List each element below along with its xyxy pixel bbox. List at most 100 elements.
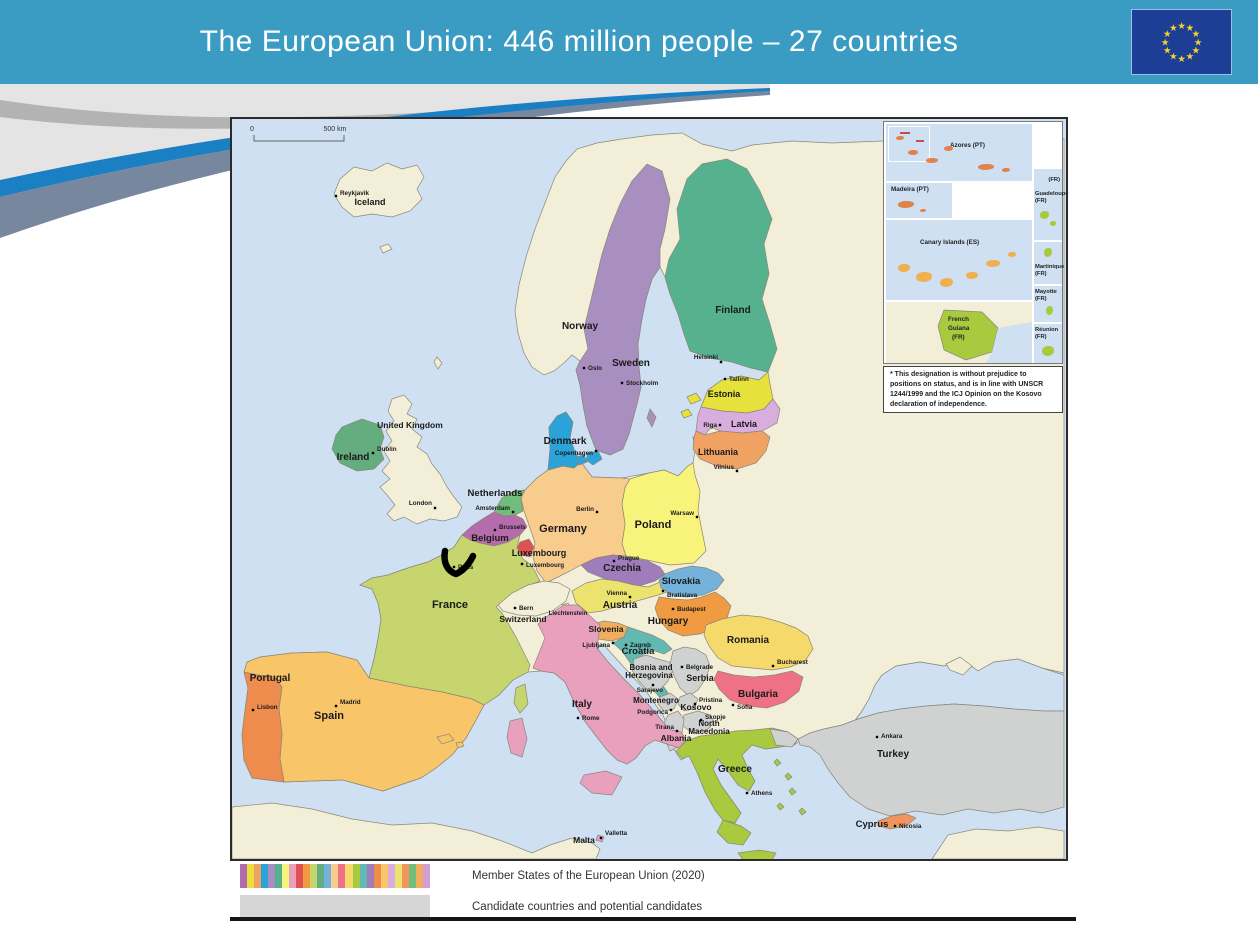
country-italy: [532, 604, 687, 765]
city-dot-bratislava: [661, 589, 665, 593]
legend-stripe: [345, 864, 353, 888]
country-serbia: [669, 646, 711, 697]
label-luxembourg: Luxembourg: [512, 548, 567, 558]
island: [978, 164, 994, 170]
scale-bar: 0 500 km: [250, 126, 347, 142]
city-label-tirana: Tirana: [655, 724, 674, 731]
city-dot-dublin: [371, 451, 375, 455]
legend-stripe: [310, 864, 318, 888]
inset-canary-panel: Canary Islands (ES): [886, 220, 1032, 300]
middle-east: [931, 826, 1065, 859]
country-portugal: [241, 671, 285, 783]
legend-stripe: [303, 864, 311, 888]
flag-star: ★: [1194, 37, 1202, 47]
label-slovakia: Slovakia: [662, 576, 701, 587]
title-bar: The European Union: 446 million people –…: [0, 0, 1258, 84]
city-label-london: London: [409, 500, 432, 507]
country-france: [359, 534, 541, 706]
legend-stripe: [352, 864, 360, 888]
city-label-helsinki: Helsinki: [694, 354, 718, 361]
country-finland: [664, 158, 778, 373]
country-united-kingdom: [379, 394, 463, 525]
madeira-label: Madeira (PT): [891, 186, 929, 193]
city-label-bern: Bern: [519, 605, 533, 612]
reunion-fr-label: (FR): [1035, 334, 1047, 340]
decorative-swoosh: [0, 84, 770, 238]
city-label-valletta: Valletta: [605, 830, 628, 837]
legend-stripe: [380, 864, 388, 888]
martinique-label: Martinique: [1035, 264, 1065, 270]
city-dot-vienna: [628, 595, 632, 599]
island: [898, 201, 914, 208]
city-label-sofia: Sofia: [737, 704, 753, 711]
inset-azores-panel: Azores (PT): [886, 124, 1032, 181]
city-label-bucharest: Bucharest: [777, 659, 809, 666]
city-label-athens: Athens: [751, 790, 773, 797]
city-dot-brussels: [493, 528, 497, 532]
aegean-islands: [773, 758, 807, 816]
kosovo-note: * This designation is without prejudice …: [883, 366, 1063, 413]
city-dot-stockholm: [620, 381, 624, 385]
island: [1040, 211, 1049, 219]
label-kosovo: Kosovo: [680, 702, 711, 712]
guiana-label-3: (FR): [952, 334, 965, 341]
city-label-copenhagen: Copenhagen: [555, 450, 593, 457]
label-finland: Finland: [715, 305, 751, 316]
city-dot-tirana: [675, 729, 679, 733]
sardinia: [506, 717, 528, 758]
city-dot-sofia: [731, 703, 735, 707]
city-dot-ankara: [875, 735, 879, 739]
city-label-luxembourg: Luxembourg: [526, 562, 564, 569]
city-dot-valletta: [599, 836, 603, 840]
label-latvia: Latvia: [731, 419, 758, 429]
legend-stripe: [282, 864, 290, 888]
city-label-vilnius: Vilnius: [713, 464, 734, 471]
red-dash: [916, 140, 924, 142]
city-label-nicosia: Nicosia: [899, 823, 922, 830]
city-dot-budapest: [671, 607, 675, 611]
extent-box: [888, 126, 930, 162]
island: [986, 260, 1000, 267]
label-estonia: Estonia: [708, 389, 742, 399]
city-label-dublin: Dublin: [377, 446, 397, 453]
city-label-berlin: Berlin: [576, 506, 594, 513]
legend-stripe: [254, 864, 262, 888]
city-label-riga: Riga: [703, 422, 717, 429]
legend-stripe: [296, 864, 304, 888]
fr-label: (FR): [1048, 177, 1060, 183]
inset-guiana-panel: French Guiana (FR): [886, 302, 1032, 363]
city-label-sarajevo: Sarajevo: [637, 687, 663, 694]
label-poland: Poland: [635, 519, 672, 531]
candidates-swatch: [240, 895, 430, 919]
annotation-checkmark: [441, 547, 477, 578]
legend-stripe: [331, 864, 339, 888]
map-legend: Member States of the European Union (202…: [240, 864, 705, 926]
guadeloupe-fr-label: (FR): [1035, 198, 1047, 204]
legend-stripe: [408, 864, 416, 888]
legend-stripe: [338, 864, 346, 888]
inset-reunion-panel: Réunion (FR): [1034, 324, 1062, 363]
city-dot-copenhagen: [594, 449, 598, 453]
island: [1002, 168, 1010, 172]
legend-stripe: [289, 864, 297, 888]
estonia-islands: [680, 392, 702, 419]
country-sweden: [575, 163, 671, 456]
island: [896, 136, 904, 140]
city-label-madrid: Madrid: [340, 699, 361, 706]
label-norway: Norway: [562, 321, 599, 332]
legend-stripe: [268, 864, 276, 888]
city-dot-warsaw: [695, 515, 699, 519]
label-austria: Austria: [603, 600, 638, 611]
legend-stripe: [373, 864, 381, 888]
city-label-budapest: Budapest: [677, 606, 707, 613]
city-label-prague: Prague: [618, 555, 640, 562]
city-dot-oslo: [582, 366, 586, 370]
island: [1042, 346, 1054, 356]
city-label-podgorica: Podgorica: [637, 709, 668, 716]
country-cyprus: [877, 813, 917, 830]
inset-martinique-panel: Martinique (FR): [1034, 242, 1065, 284]
legend-candidates: Candidate countries and potential candid…: [240, 895, 705, 919]
europe-map: Sweden Finland Estonia Latvia Lithuania Polan…: [230, 117, 1069, 861]
island: [944, 146, 953, 151]
